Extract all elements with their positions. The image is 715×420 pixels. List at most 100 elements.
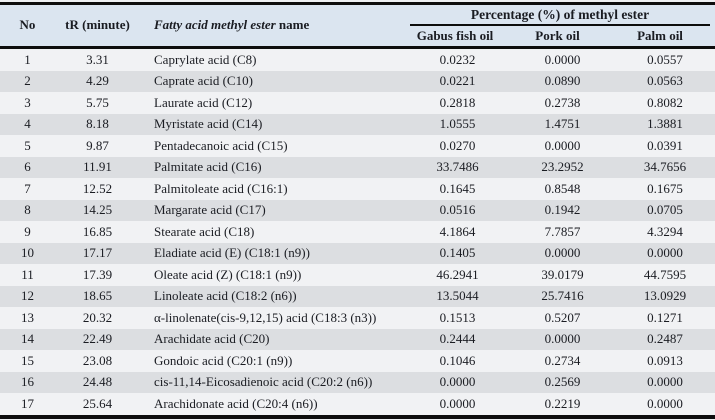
cell-name: Palmitoleate acid (C16:1) <box>154 180 288 196</box>
cell-tr: 16.85 <box>82 223 113 239</box>
table-row: 13 20.32 α-linolenate(cis-9,12,15) acid … <box>0 307 715 329</box>
header-body-rule <box>0 46 715 49</box>
cell-palm-oil: 1.3881 <box>647 116 683 132</box>
cell-gabus-fish-oil: 0.1645 <box>439 180 476 196</box>
header-tr: tR (minute) <box>65 17 130 33</box>
cell-pork-oil: 0.2569 <box>544 374 581 390</box>
cell-palm-oil: 0.0913 <box>647 352 683 368</box>
cell-name: Arachidate acid (C20) <box>154 331 270 347</box>
header-percentage-group: Percentage (%) of methyl ester <box>410 5 710 26</box>
cell-no: 5 <box>24 137 31 153</box>
header-palm-oil: Palm oil <box>637 27 683 43</box>
cell-palm-oil: 0.0391 <box>647 137 683 153</box>
cell-pork-oil: 1.4751 <box>544 116 581 132</box>
cell-gabus-fish-oil: 0.0270 <box>439 137 476 153</box>
cell-pork-oil: 0.0000 <box>544 137 581 153</box>
table-row: 17 25.64 Arachidonate acid (C20:4 (n6)) … <box>0 393 715 415</box>
table-row: 10 17.17 Eladiate acid (E) (C18:1 (n9)) … <box>0 242 715 264</box>
cell-palm-oil: 0.0000 <box>647 245 683 261</box>
cell-no: 17 <box>21 395 34 411</box>
cell-gabus-fish-oil: 0.2444 <box>439 331 476 347</box>
top-rule <box>0 2 715 5</box>
cell-palm-oil: 0.2487 <box>647 331 683 347</box>
cell-pork-oil: 0.0000 <box>544 245 581 261</box>
cell-palm-oil: 0.1271 <box>647 309 683 325</box>
cell-no: 12 <box>21 288 34 304</box>
cell-gabus-fish-oil: 33.7486 <box>436 159 479 175</box>
cell-palm-oil: 0.0563 <box>647 73 683 89</box>
cell-pork-oil: 25.7416 <box>541 288 584 304</box>
header-no: No <box>19 17 36 33</box>
cell-no: 11 <box>21 266 34 282</box>
cell-gabus-fish-oil: 0.1046 <box>439 352 476 368</box>
cell-name: Laurate acid (C12) <box>154 94 253 110</box>
table-row: 12 18.65 Linoleate acid (C18:2 (n6)) 13.… <box>0 285 715 307</box>
table-row: 6 11.91 Palmitate acid (C16) 33.7486 23.… <box>0 156 715 178</box>
cell-tr: 8.18 <box>86 116 109 132</box>
cell-gabus-fish-oil: 13.5044 <box>436 288 479 304</box>
table-row: 16 24.48 cis-11,14-Eicosadienoic acid (C… <box>0 371 715 393</box>
cell-tr: 14.25 <box>82 202 113 218</box>
cell-name: Linoleate acid (C18:2 (n6)) <box>154 288 297 304</box>
cell-gabus-fish-oil: 0.2818 <box>439 94 476 110</box>
cell-no: 2 <box>24 73 31 89</box>
cell-name: cis-11,14-Eicosadienoic acid (C20:2 (n6)… <box>154 374 373 390</box>
cell-pork-oil: 0.2219 <box>544 395 581 411</box>
table-row: 14 22.49 Arachidate acid (C20) 0.2444 0.… <box>0 328 715 350</box>
cell-no: 15 <box>21 352 34 368</box>
cell-pork-oil: 0.8548 <box>544 180 581 196</box>
header-name-rest: name <box>275 17 310 33</box>
cell-tr: 18.65 <box>82 288 113 304</box>
cell-name: Palmitate acid (C16) <box>154 159 262 175</box>
cell-tr: 20.32 <box>82 309 113 325</box>
cell-pork-oil: 7.7857 <box>544 223 581 239</box>
cell-palm-oil: 0.8082 <box>647 94 683 110</box>
cell-name: Eladiate acid (E) (C18:1 (n9)) <box>154 245 310 261</box>
cell-tr: 22.49 <box>82 331 113 347</box>
cell-pork-oil: 0.2738 <box>544 94 581 110</box>
bottom-rule <box>0 414 715 419</box>
cell-palm-oil: 34.7656 <box>643 159 687 175</box>
cell-no: 4 <box>24 116 31 132</box>
cell-pork-oil: 0.2734 <box>544 352 581 368</box>
cell-name: Myristate acid (C14) <box>154 116 263 132</box>
header-oil-subrow: Gabus fish oil Pork oil Palm oil <box>405 26 715 46</box>
cell-name: Pentadecanoic acid (C15) <box>154 137 288 153</box>
cell-tr: 12.52 <box>82 180 113 196</box>
cell-gabus-fish-oil: 0.0516 <box>439 202 476 218</box>
cell-no: 13 <box>21 309 34 325</box>
cell-tr: 3.31 <box>86 51 109 67</box>
cell-no: 16 <box>21 374 34 390</box>
cell-no: 3 <box>24 94 31 110</box>
cell-pork-oil: 39.0179 <box>541 266 584 282</box>
cell-name: Margarate acid (C17) <box>154 202 266 218</box>
cell-pork-oil: 0.0890 <box>544 73 581 89</box>
cell-palm-oil: 0.0557 <box>647 51 683 67</box>
cell-no: 7 <box>24 180 31 196</box>
cell-pork-oil: 0.1942 <box>544 202 581 218</box>
table-row: 3 5.75 Laurate acid (C12) 0.2818 0.2738 … <box>0 92 715 114</box>
table-row: 11 17.39 Oleate acid (Z) (C18:1 (n9)) 46… <box>0 264 715 286</box>
cell-gabus-fish-oil: 1.0555 <box>439 116 476 132</box>
cell-palm-oil: 0.0705 <box>647 202 683 218</box>
cell-pork-oil: 0.0000 <box>544 331 581 347</box>
table-body: 1 3.31 Caprylate acid (C8) 0.0232 0.0000… <box>0 49 715 415</box>
cell-no: 1 <box>24 51 31 67</box>
table-row: 2 4.29 Caprate acid (C10) 0.0221 0.0890 … <box>0 70 715 92</box>
cell-gabus-fish-oil: 0.1405 <box>439 245 476 261</box>
cell-palm-oil: 44.7595 <box>643 266 687 282</box>
cell-name: Stearate acid (C18) <box>154 223 255 239</box>
cell-no: 10 <box>21 245 34 261</box>
table-row: 7 12.52 Palmitoleate acid (C16:1) 0.1645… <box>0 178 715 200</box>
cell-gabus-fish-oil: 0.0221 <box>439 73 476 89</box>
cell-name: Caprate acid (C10) <box>154 73 253 89</box>
cell-gabus-fish-oil: 0.0000 <box>439 395 476 411</box>
cell-palm-oil: 4.3294 <box>647 223 683 239</box>
header-name-italic: Fatty acid methyl ester <box>154 17 276 33</box>
cell-palm-oil: 0.1675 <box>647 180 683 196</box>
cell-tr: 24.48 <box>82 374 113 390</box>
cell-gabus-fish-oil: 0.1513 <box>439 309 476 325</box>
cell-tr: 25.64 <box>82 395 113 411</box>
table-row: 9 16.85 Stearate acid (C18) 4.1864 7.785… <box>0 221 715 243</box>
